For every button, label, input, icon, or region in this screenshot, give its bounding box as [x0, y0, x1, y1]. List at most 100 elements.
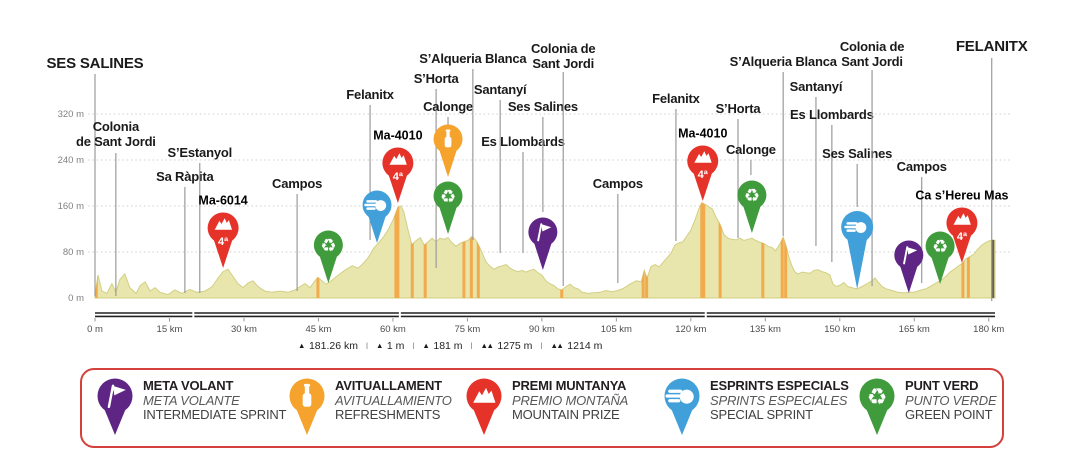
town-crossing-stripe	[961, 202, 965, 298]
legend-subtitle-es: PREMIO MONTAÑA	[512, 392, 629, 408]
town-crossing-stripe	[462, 202, 466, 298]
town-label: Santanyí	[790, 79, 843, 94]
town-label: Colonia de Sant Jordi	[76, 119, 156, 149]
town-label: S’Horta	[716, 101, 762, 116]
legend-subtitle-es: META VOLANTE	[143, 392, 240, 408]
max-altitude-icon: ▲	[422, 341, 429, 351]
marker-pin-intermediate-sprint	[894, 240, 924, 293]
stat-separator: l	[412, 341, 415, 351]
comet-icon	[855, 222, 867, 233]
stat-separator: l	[540, 341, 543, 351]
finish-stripe	[991, 202, 995, 298]
town-crossing-stripe	[966, 202, 970, 298]
recycle-icon: ♻	[440, 186, 456, 206]
bottle-icon	[303, 383, 311, 387]
recycle-icon: ♻	[867, 383, 888, 409]
y-axis-label: 320 m	[58, 109, 84, 120]
x-axis-label: 150 km	[824, 324, 855, 335]
x-axis-label: 105 km	[601, 324, 632, 335]
town-crossing-stripe	[316, 202, 320, 298]
stat-value: 1 m	[386, 340, 405, 352]
intermediate-sprint-pin-icon	[97, 378, 133, 435]
marker-pin-mountain-prize: 4ª	[687, 145, 719, 201]
mountain-icon	[214, 218, 233, 230]
y-axis-label: 80 m	[63, 247, 84, 258]
legend-subtitle-es: AVITUALLAMIENTO	[335, 392, 452, 408]
legend-pin	[289, 378, 325, 435]
x-axis-label: 0 m	[87, 324, 103, 335]
town-label: Campos	[897, 159, 947, 174]
legend-item-intermediate-sprint: META VOLANT META VOLANTE INTERMEDIATE SP…	[96, 376, 287, 438]
x-axis-label: 30 km	[231, 324, 257, 335]
x-axis-label: 15 km	[157, 324, 183, 335]
town-crossing-stripe	[394, 202, 400, 298]
marker-pin-green-point: ♻	[925, 231, 955, 284]
recycle-icon: ♻	[320, 235, 336, 255]
marker-pin-green-point: ♻	[737, 180, 767, 233]
legend-item-refreshments: AVITUALLAMENT AVITUALLAMIENTO REFRESHMEN…	[288, 376, 452, 438]
mountain-prize-pin-icon	[466, 378, 502, 435]
marker-pin-special-sprint	[362, 190, 392, 243]
marker-pin-intermediate-sprint	[528, 217, 558, 270]
town-label: Campos	[272, 176, 322, 191]
stat-value: 1214 m	[567, 340, 603, 352]
town-label: S’Alqueria Blanca	[419, 51, 527, 66]
marker-pin-mountain-prize: 4ª	[207, 212, 239, 268]
total-distance-icon: ▲	[298, 341, 305, 351]
bottle-icon	[304, 386, 310, 394]
town-crossing-stripe	[784, 202, 788, 298]
legend-subtitle-es: PUNTO VERDE	[905, 392, 997, 408]
town-label: Sa Ràpita	[156, 169, 214, 184]
town-label: S’Horta	[414, 71, 460, 86]
legend-box: META VOLANT META VOLANTE INTERMEDIATE SP…	[80, 368, 1004, 448]
refreshments-pin-icon	[289, 378, 325, 435]
mountain-icon	[953, 213, 971, 225]
legend-subtitle-en: INTERMEDIATE SPRINT	[143, 407, 287, 422]
stat-value: 181.26 km	[308, 340, 358, 352]
y-axis-label: 160 m	[58, 201, 84, 212]
legend-subtitle-es: SPRINTS ESPECIALES	[710, 392, 848, 408]
climb-name-label: Ma-4010	[373, 129, 422, 143]
x-axis-label: 180 km	[973, 324, 1004, 335]
town-label: Calonge	[726, 142, 776, 157]
legend-title: META VOLANT	[143, 378, 234, 393]
bottle-icon	[446, 131, 450, 138]
legend-title: ESPRINTS ESPECIALS	[710, 378, 849, 393]
town-label: S’Estanyol	[168, 145, 232, 160]
marker-pin-mountain-prize: 4ª	[946, 207, 978, 263]
marker-pin-green-point: ♻	[313, 230, 343, 283]
climb-category-label: 4ª	[698, 169, 709, 181]
flag-icon	[112, 385, 126, 396]
stat-separator: l	[365, 341, 368, 351]
bottle-icon	[302, 393, 312, 407]
legend-pin	[466, 378, 502, 435]
climb-category-label: 4ª	[218, 236, 229, 248]
legend-item-green-point: ♻ PUNT VERD PUNTO VERDE GREEN POINT	[858, 376, 997, 438]
town-crossing-stripe	[780, 202, 784, 298]
comet-icon	[679, 389, 694, 404]
town-crossing-stripe	[469, 202, 473, 298]
y-axis-label: 0 m	[68, 293, 84, 304]
town-crossing-stripe	[641, 202, 645, 298]
legend-item-mountain-prize: PREMI MUNTANYA PREMIO MONTAÑA MOUNTAIN P…	[465, 376, 628, 438]
town-label: Santanyí	[474, 82, 527, 97]
stat-separator: l	[470, 341, 473, 351]
town-label: Campos	[593, 176, 643, 191]
legend-pin: ♻	[859, 378, 895, 435]
total-ascent-icon: ▲▲	[480, 341, 494, 351]
climb-name-label: Ma-4010	[678, 127, 727, 141]
legend-title: AVITUALLAMENT	[335, 378, 442, 393]
town-crossing-stripe	[423, 202, 427, 298]
flag-icon	[907, 247, 918, 255]
legend-subtitle-en: SPECIAL SPRINT	[710, 407, 813, 422]
x-axis-label: 90 km	[529, 324, 555, 335]
green-point-pin-icon: ♻	[859, 378, 895, 435]
special-sprint-pin-icon	[664, 378, 700, 435]
x-axis-label: 75 km	[454, 324, 480, 335]
x-axis-label: 60 km	[380, 324, 406, 335]
recycle-icon: ♻	[932, 236, 948, 256]
flag-icon	[537, 223, 543, 242]
climb-name-label: Ma-6014	[198, 194, 247, 208]
legend-item-special-sprint: ESPRINTS ESPECIALS SPRINTS ESPECIALES SP…	[663, 376, 849, 438]
